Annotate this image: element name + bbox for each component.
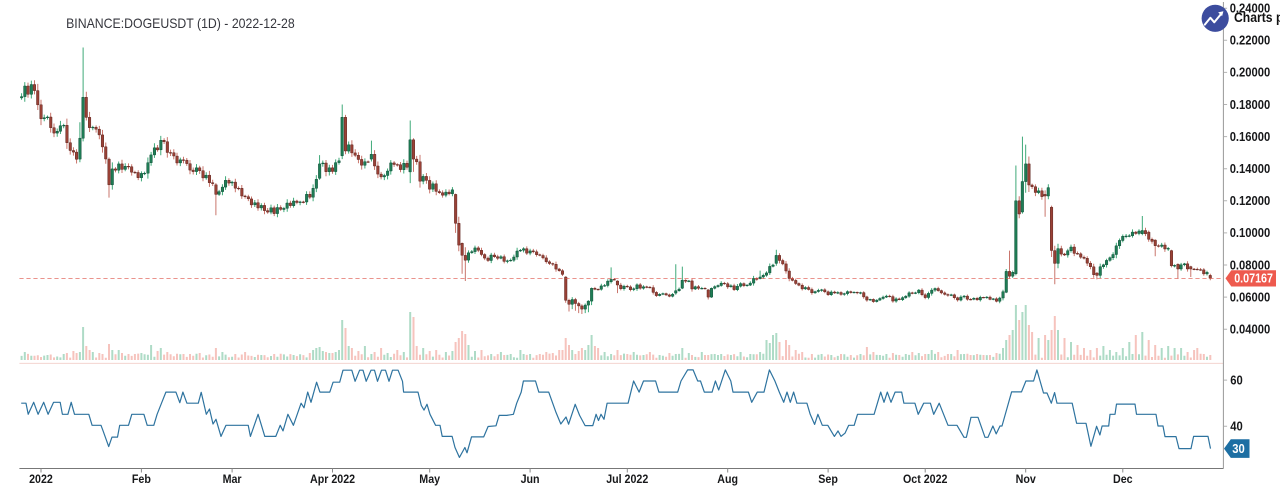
svg-text:0.10000: 0.10000 xyxy=(1230,226,1271,240)
svg-text:Dec: Dec xyxy=(1113,472,1133,486)
svg-text:0.16000: 0.16000 xyxy=(1230,130,1271,144)
svg-text:60: 60 xyxy=(1230,373,1243,387)
svg-text:0.20000: 0.20000 xyxy=(1230,66,1271,80)
svg-text:0.14000: 0.14000 xyxy=(1230,162,1271,176)
svg-text:0.22000: 0.22000 xyxy=(1230,34,1271,48)
svg-text:0.18000: 0.18000 xyxy=(1230,98,1271,112)
svg-text:Apr 2022: Apr 2022 xyxy=(310,472,355,486)
svg-text:May: May xyxy=(419,472,440,486)
svg-text:Jul 2022: Jul 2022 xyxy=(606,472,648,486)
svg-text:2022: 2022 xyxy=(29,472,53,486)
svg-text:Sep: Sep xyxy=(818,472,838,486)
svg-text:Feb: Feb xyxy=(132,472,151,486)
svg-text:Mar: Mar xyxy=(223,472,242,486)
svg-text:Oct 2022: Oct 2022 xyxy=(903,472,948,486)
svg-text:0.06000: 0.06000 xyxy=(1230,290,1271,304)
svg-text:Aug: Aug xyxy=(717,472,738,486)
svg-text:Nov: Nov xyxy=(1016,472,1036,486)
svg-text:Jun: Jun xyxy=(521,472,540,486)
svg-text:0.04000: 0.04000 xyxy=(1230,323,1271,337)
svg-text:0.08000: 0.08000 xyxy=(1230,258,1271,272)
svg-text:0.12000: 0.12000 xyxy=(1230,194,1271,208)
svg-text:0.24000: 0.24000 xyxy=(1230,2,1271,16)
svg-text:30: 30 xyxy=(1232,442,1245,456)
svg-text:BINANCE:DOGEUSDT (1D) - 2022-1: BINANCE:DOGEUSDT (1D) - 2022-12-28 xyxy=(66,15,295,31)
svg-text:40: 40 xyxy=(1230,420,1243,434)
svg-text:Charts powered by TradingView: Charts powered by TradingView xyxy=(1234,10,1280,25)
svg-text:0.07167: 0.07167 xyxy=(1234,272,1273,286)
